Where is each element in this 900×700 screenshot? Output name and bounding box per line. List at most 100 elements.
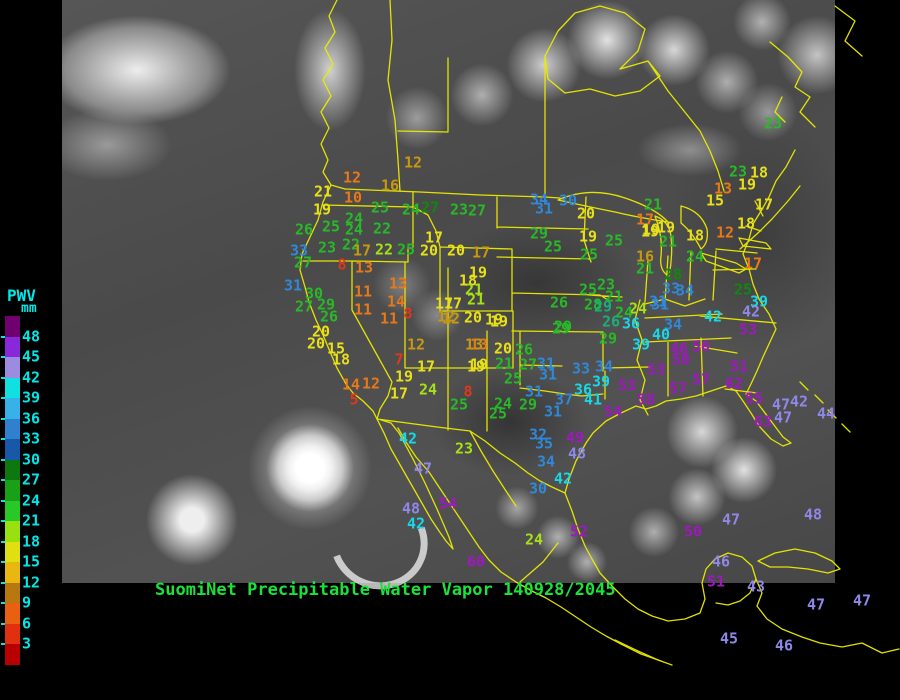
- station-value: 19: [641, 220, 661, 239]
- station-value: 15: [326, 339, 346, 358]
- legend-tick: [1, 438, 5, 440]
- station-value: 19: [489, 312, 509, 331]
- station-value: 19: [640, 222, 660, 241]
- station-value: 19: [578, 227, 598, 246]
- station-value: 17: [754, 195, 774, 214]
- station-value: 15: [705, 191, 725, 210]
- station-value: 19: [394, 367, 414, 386]
- legend-label: 30: [22, 450, 41, 469]
- station-value: 40: [651, 325, 671, 344]
- station-value: 16: [380, 176, 400, 195]
- legend-label: 18: [22, 532, 41, 551]
- station-value: 24: [344, 220, 364, 239]
- station-value: 39: [749, 292, 769, 311]
- station-value: 18: [749, 163, 769, 182]
- station-value: 47: [773, 408, 793, 427]
- station-value: 39: [591, 372, 611, 391]
- station-value: 17: [424, 228, 444, 247]
- station-value: 46: [774, 636, 794, 655]
- station-value: 31: [543, 402, 563, 421]
- station-value: 42: [789, 392, 809, 411]
- station-value: 20: [463, 308, 483, 327]
- station-value: 17: [352, 241, 372, 260]
- station-value: 24: [524, 530, 544, 549]
- station-value: 12: [403, 153, 423, 172]
- station-value: 48: [401, 499, 421, 518]
- station-value: 34: [663, 315, 683, 334]
- station-value: 34: [529, 190, 549, 209]
- station-value: 12: [406, 335, 426, 354]
- station-value: 24: [493, 394, 513, 413]
- station-value: 31: [650, 295, 670, 314]
- station-value: 29: [316, 295, 336, 314]
- station-value: 20: [493, 339, 513, 358]
- station-value: 27: [294, 297, 314, 316]
- station-value: 25: [578, 280, 598, 299]
- legend-tick: [1, 561, 5, 563]
- legend-tick: [1, 479, 5, 481]
- legend-tick: [1, 376, 5, 379]
- station-value: 17: [434, 294, 454, 313]
- legend-tick: [1, 397, 5, 399]
- legend-swatch: [5, 439, 20, 460]
- station-value: 28: [583, 295, 603, 314]
- legend-label: 9: [22, 593, 32, 612]
- caption-text: SuomiNet Precipitable Water Vapor: [155, 580, 503, 600]
- legend-tick: [1, 458, 5, 461]
- station-value: 29: [593, 297, 613, 316]
- legend-swatch: [5, 623, 20, 644]
- station-value: 34: [675, 281, 695, 300]
- station-value: 45: [719, 629, 739, 648]
- legend-swatch: [5, 480, 20, 501]
- station-value: 13: [388, 274, 408, 293]
- station-value: 22: [341, 235, 361, 254]
- station-value: 60: [466, 552, 486, 571]
- station-value: 12: [715, 223, 735, 242]
- station-value: 32: [528, 425, 548, 444]
- station-value: 13: [469, 335, 489, 354]
- station-value: 27: [420, 198, 440, 217]
- station-value: 17: [443, 294, 463, 313]
- legend-swatch: [5, 582, 20, 603]
- station-value: 30: [304, 284, 324, 303]
- station-value: 12: [342, 168, 362, 187]
- station-value: 25: [543, 237, 563, 256]
- station-value: 42: [553, 469, 573, 488]
- station-value: 25: [579, 245, 599, 264]
- border-canada: [344, 185, 801, 250]
- station-value: 21: [658, 232, 678, 251]
- station-value: 29: [553, 317, 573, 336]
- state-borders: [302, 191, 777, 583]
- station-value: 18: [736, 214, 756, 233]
- station-value: 26: [514, 340, 534, 359]
- station-value: 33: [661, 279, 681, 298]
- legend-label: 3: [22, 634, 32, 653]
- legend-swatch: [5, 357, 20, 378]
- coastline-west: [299, 0, 662, 662]
- legend-tick: [1, 499, 5, 502]
- station-value: 25: [396, 240, 416, 259]
- station-value: 24: [401, 200, 421, 219]
- legend-swatch: [5, 459, 20, 480]
- legend-tick: [1, 643, 5, 645]
- station-value: 42: [406, 514, 426, 533]
- caption: SuomiNet Precipitable Water Vapor 140928…: [155, 580, 616, 600]
- station-value: 46: [669, 339, 689, 358]
- station-value: 26: [549, 293, 569, 312]
- station-value: 8: [403, 304, 413, 323]
- station-value: 48: [803, 505, 823, 524]
- station-value: 12: [441, 309, 461, 328]
- station-value: 18: [685, 226, 705, 245]
- station-value: 31: [536, 354, 556, 373]
- station-value: 42: [398, 429, 418, 448]
- station-value: 47: [413, 459, 433, 478]
- station-value: 25: [604, 231, 624, 250]
- station-value: 62: [724, 374, 744, 393]
- station-value: 19: [468, 263, 488, 282]
- station-value: 37: [554, 390, 574, 409]
- station-value: 24: [685, 247, 705, 266]
- station-value: 26: [601, 312, 621, 331]
- station-value: 25: [321, 217, 341, 236]
- station-value: 33: [571, 359, 591, 378]
- station-value: 5: [349, 390, 359, 409]
